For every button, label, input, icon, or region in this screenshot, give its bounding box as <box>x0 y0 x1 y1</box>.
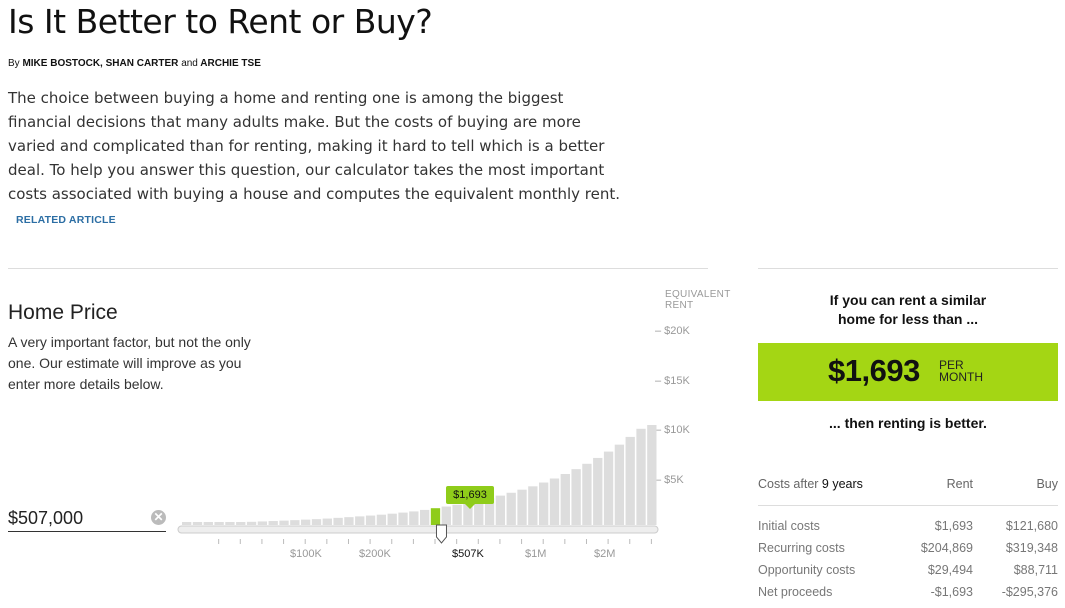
x-tick-label-selected: $507K <box>452 548 484 560</box>
costs-divider <box>758 505 1058 506</box>
chart-bar <box>528 486 538 525</box>
chart-bar <box>225 522 235 525</box>
y-tick-label: – $5K <box>655 474 684 486</box>
chart-bar <box>647 425 657 525</box>
chart-bar <box>268 521 278 525</box>
y-tick-label: – $10K <box>655 424 690 436</box>
chart-bar <box>355 516 365 525</box>
chart-bar <box>463 502 473 525</box>
chart-bar <box>517 489 527 525</box>
slider-handle[interactable] <box>435 524 447 544</box>
chart-bar <box>506 492 516 525</box>
section-divider <box>8 268 708 269</box>
chart-bar <box>236 522 246 525</box>
home-price-title: Home Price <box>8 301 118 324</box>
related-article-link[interactable]: RELATED ARTICLE <box>16 214 116 226</box>
table-row: Recurring costs $204,869 $319,348 <box>758 541 1058 555</box>
per-month-label: PER MONTH <box>939 358 983 384</box>
x-tick-label: $100K <box>290 548 322 560</box>
chart-bar <box>279 520 289 525</box>
home-price-input[interactable] <box>8 505 166 532</box>
chart-bar <box>365 515 376 525</box>
chart-bar <box>311 519 322 525</box>
result-rent-amount: $1,693 <box>828 353 920 388</box>
buy-column-header: Buy <box>1036 477 1058 491</box>
page-title: Is It Better to Rent or Buy? <box>8 2 433 41</box>
table-row: Initial costs $1,693 $121,680 <box>758 519 1058 533</box>
slider-track[interactable] <box>177 525 659 534</box>
chart-bar <box>290 520 300 525</box>
chart-bar <box>301 519 311 525</box>
x-tick-label: $1M <box>525 548 547 560</box>
home-price-description: A very important factor, but not the onl… <box>8 334 251 392</box>
chart-bar <box>246 521 257 525</box>
result-footer: ... then renting is better. <box>829 415 987 431</box>
section-divider <box>758 268 1058 269</box>
chart-bar <box>376 514 387 525</box>
chart-bar <box>420 509 430 525</box>
chart-bar <box>182 522 192 525</box>
chart-bar <box>549 478 560 525</box>
chart-bar <box>474 500 484 525</box>
result-heading: If you can rent a similar home for less … <box>829 292 987 327</box>
author-link[interactable]: SHAN CARTER <box>105 58 179 69</box>
chart-bar <box>409 511 419 525</box>
chart-bar <box>495 495 506 525</box>
author-link[interactable]: MIKE BOSTOCK, <box>22 58 103 69</box>
chart-bar <box>192 522 203 525</box>
table-row: Opportunity costs $29,494 $88,711 <box>758 563 1058 577</box>
chart-bar <box>603 451 614 525</box>
chart-bar <box>582 463 592 525</box>
chart-bar <box>539 482 549 525</box>
chart-bar <box>257 521 268 525</box>
table-row: Net proceeds -$1,693 -$295,376 <box>758 585 1058 599</box>
chart-bar <box>333 517 343 525</box>
chart-bar <box>614 444 625 525</box>
chart-bar-selected <box>430 508 441 525</box>
byline: By MIKE BOSTOCK, SHAN CARTER and ARCHIE … <box>8 58 261 69</box>
chart-bar <box>214 522 224 525</box>
costs-header: Costs after 9 years Rent Buy <box>758 477 1058 491</box>
chart-bar <box>636 428 646 525</box>
chart-bar <box>625 436 635 525</box>
equivalent-rent-label: EQUIVALENT RENT <box>665 289 731 311</box>
chart-bar <box>452 504 462 525</box>
chart-bar <box>322 518 332 525</box>
y-tick-label: – $15K <box>655 375 690 387</box>
chart-bar <box>560 474 570 525</box>
chart-bar <box>398 512 408 525</box>
x-tick-label: $200K <box>359 548 391 560</box>
rent-column-header: Rent <box>946 477 973 491</box>
x-tick-label: $2M <box>594 548 616 560</box>
chart-bar <box>484 498 495 525</box>
intro-paragraph: The choice between buying a home and ren… <box>8 89 621 226</box>
chart-bar <box>441 506 451 525</box>
chart-bar <box>344 517 354 525</box>
chart-bar <box>593 457 603 525</box>
chart-bar <box>203 522 213 525</box>
result-rent-box: $1,693 PER MONTH <box>758 343 1058 401</box>
y-tick-label: – $20K <box>655 325 690 337</box>
years-value[interactable]: 9 years <box>821 477 863 491</box>
author-link[interactable]: ARCHIE TSE <box>200 58 261 69</box>
rent-chart[interactable] <box>170 425 670 550</box>
chart-tooltip: $1,693 <box>446 486 494 509</box>
clear-x-icon[interactable]: ✕ <box>151 510 166 525</box>
chart-bar <box>387 513 397 525</box>
chart-bar <box>571 469 581 525</box>
